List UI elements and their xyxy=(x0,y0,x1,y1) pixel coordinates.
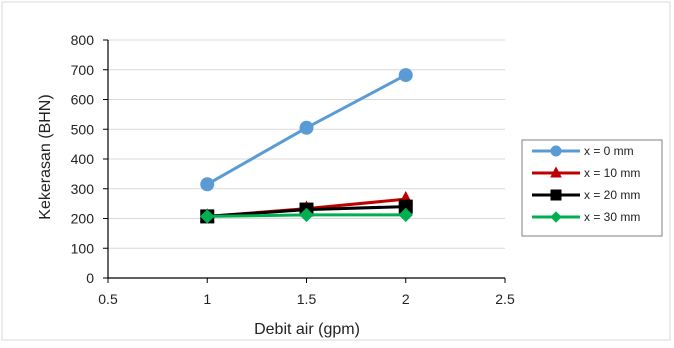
y-tick-label: 700 xyxy=(71,62,95,78)
legend: x = 0 mm x = 10 mm x = 20 mm x = 30 mm xyxy=(521,139,663,237)
series-0 xyxy=(200,68,413,192)
y-tick-label: 100 xyxy=(71,240,95,256)
legend-marker xyxy=(550,189,562,201)
axes xyxy=(103,39,506,283)
y-tick-label: 500 xyxy=(71,121,95,137)
legend-box xyxy=(521,139,663,237)
legend-label: x = 10 mm xyxy=(584,166,640,180)
series-3 xyxy=(200,207,413,224)
legend-marker xyxy=(550,211,562,223)
legend-entry: x = 10 mm xyxy=(532,166,640,180)
x-tick-label: 1 xyxy=(203,291,211,307)
legend-label: x = 0 mm xyxy=(584,144,634,158)
y-tick-label: 300 xyxy=(71,181,95,197)
y-tick-label: 0 xyxy=(86,270,94,286)
x-tick-label: 2 xyxy=(402,291,410,307)
x-tick-label: 0.5 xyxy=(98,291,118,307)
legend-entry: x = 30 mm xyxy=(532,210,640,224)
legend-marker xyxy=(550,166,562,178)
data-point xyxy=(200,209,215,224)
x-tick-label: 1.5 xyxy=(297,291,317,307)
x-axis-label: Debit air (gpm) xyxy=(254,321,360,338)
legend-marker xyxy=(550,145,562,157)
y-tick-label: 800 xyxy=(71,32,95,48)
data-point xyxy=(398,207,413,223)
data-point xyxy=(299,207,314,223)
legend-items: x = 0 mm x = 10 mm x = 20 mm x = 30 mm xyxy=(532,144,640,224)
x-tick-label: 2.5 xyxy=(495,291,515,307)
series-layer xyxy=(199,68,414,224)
y-tick-label: 200 xyxy=(71,211,95,227)
legend-entry: x = 20 mm xyxy=(532,188,640,202)
legend-label: x = 30 mm xyxy=(584,210,640,224)
legend-entry: x = 0 mm xyxy=(532,144,634,158)
y-tick-label: 600 xyxy=(71,92,95,108)
x-tick-labels: 0.5 1 1.5 2 2.5 xyxy=(98,291,515,307)
data-point xyxy=(398,68,413,83)
legend-label: x = 20 mm xyxy=(584,188,640,202)
y-axis-label: Kekerasan (BHN) xyxy=(37,94,54,219)
y-tick-labels: 0 100 200 300 400 500 600 700 800 xyxy=(71,32,95,286)
y-tick-label: 400 xyxy=(71,151,95,167)
data-point xyxy=(299,120,314,135)
data-point xyxy=(200,177,215,192)
